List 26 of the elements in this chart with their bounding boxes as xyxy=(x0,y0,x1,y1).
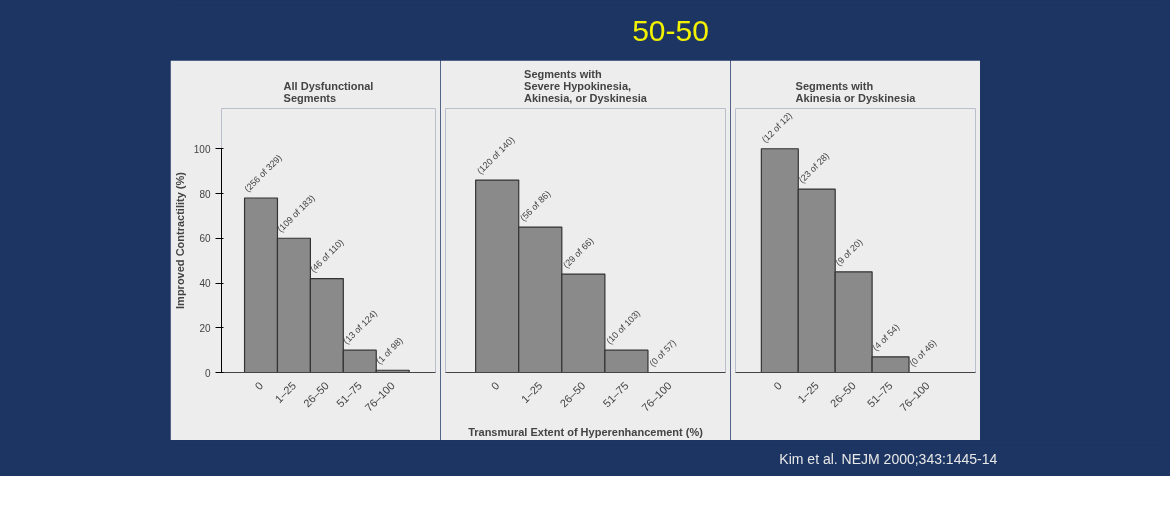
x-tick-label: 0 xyxy=(252,379,266,393)
x-tick-label: 0 xyxy=(488,379,502,393)
y-tick-label: 20 xyxy=(199,322,211,334)
data-label: (23 of 28) xyxy=(796,150,832,186)
chart-subtitle: All Dysfunctional Segments xyxy=(283,79,374,104)
text: 50-50 xyxy=(632,13,709,47)
data-label: (29 of 66) xyxy=(561,235,596,271)
data-label: (0 of 46) xyxy=(907,337,939,369)
data-label: (0 of 57) xyxy=(647,337,679,369)
chart-subtitle: Segments with Akinesia or Dyskinesia xyxy=(795,79,917,104)
y-axis-title: Improved Contractility (%) xyxy=(173,171,186,309)
text: Kim et al. NEJM 2000;343:1445-14 xyxy=(779,450,998,467)
data-label: (4 of 54) xyxy=(870,322,902,353)
data-label: (46 of 110) xyxy=(308,237,346,275)
y-tick-label: 60 xyxy=(199,233,211,245)
x-axis-title: Transmural Extent of Hyperenhancement (%) xyxy=(468,425,704,438)
y-tick-label: 100 xyxy=(193,143,211,155)
y-tick-label: 40 xyxy=(199,278,211,290)
data-label: (56 of 86) xyxy=(518,188,553,224)
y-tick-label: 0 xyxy=(204,367,211,379)
y-tick-label: 80 xyxy=(199,188,211,200)
data-label: (9 of 20) xyxy=(833,237,865,268)
x-tick-label: 0 xyxy=(771,379,785,393)
chart-subtitle: Segments with Severe Hypokinesia, Akinesia, or Dyskinesia xyxy=(524,67,648,104)
data-label: (10 of 103) xyxy=(604,308,643,347)
data-label: (12 of 12) xyxy=(759,110,795,145)
